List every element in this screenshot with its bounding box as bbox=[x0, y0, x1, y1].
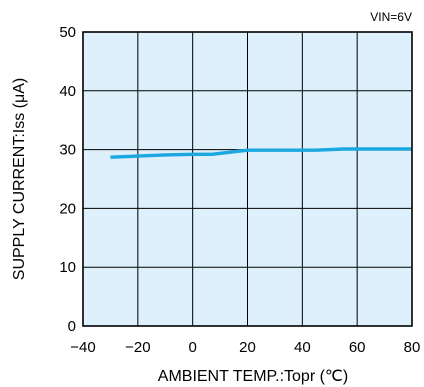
y-axis-title: SUPPLY CURRENT:Iss (μA) bbox=[11, 78, 28, 280]
x-tick-labels: −40 −20 0 20 40 60 80 bbox=[70, 339, 420, 356]
x-tick-label: 80 bbox=[404, 339, 421, 356]
x-tick-label: −40 bbox=[70, 339, 95, 356]
condition-label: VIN=6V bbox=[370, 10, 412, 24]
series-line bbox=[110, 147, 412, 159]
x-tick-label: 60 bbox=[349, 339, 366, 356]
plot-frame bbox=[82, 31, 413, 327]
y-tick-label: 20 bbox=[59, 200, 76, 217]
y-tick-label: 30 bbox=[59, 142, 76, 159]
x-axis-title: AMBIENT TEMP.:Topr (℃) bbox=[158, 368, 348, 385]
x-tick-label: 0 bbox=[188, 339, 196, 356]
x-tick-label: 20 bbox=[239, 339, 256, 356]
x-tick-label: −20 bbox=[125, 339, 150, 356]
y-tick-labels: 0 10 20 30 40 50 bbox=[59, 24, 76, 335]
x-tick-label: 40 bbox=[294, 339, 311, 356]
y-tick-label: 10 bbox=[59, 259, 76, 276]
grid-lines bbox=[83, 32, 412, 326]
series-group bbox=[110, 147, 412, 159]
y-tick-label: 40 bbox=[59, 83, 76, 100]
y-tick-label: 50 bbox=[59, 24, 76, 41]
y-tick-label: 0 bbox=[68, 318, 76, 335]
